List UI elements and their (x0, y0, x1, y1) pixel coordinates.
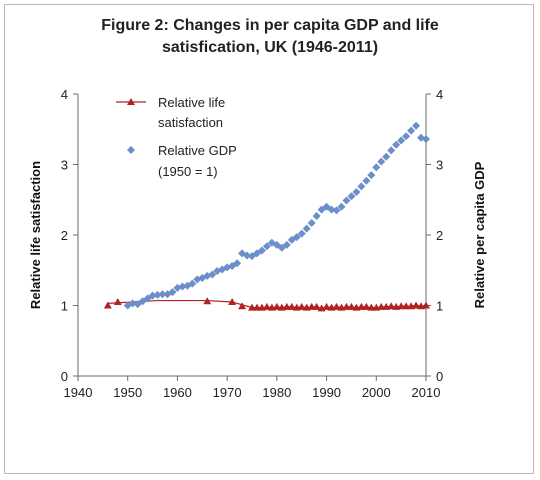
gdp-point (158, 290, 167, 299)
right-y-tick-label: 1 (436, 299, 443, 314)
right-y-tick-label: 0 (436, 369, 443, 384)
life-satisfaction-point (238, 302, 247, 310)
life-satisfaction-point (262, 302, 271, 310)
x-tick-label: 1950 (113, 385, 142, 400)
right-y-tick-label: 2 (436, 228, 443, 243)
legend-life-label-2: satisfaction (158, 115, 223, 130)
gdp-point (153, 290, 162, 299)
left-y-tick-label: 1 (61, 299, 68, 314)
gdp-point (367, 171, 376, 180)
chart-title-line-2: satisfication, UK (1946-2011) (162, 39, 378, 56)
life-satisfaction-point (312, 302, 321, 310)
gdp-point (243, 251, 252, 260)
x-tick-label: 1960 (163, 385, 192, 400)
gdp-point (362, 176, 371, 185)
legend-diamond-marker (127, 146, 135, 154)
gdp-point (342, 196, 351, 205)
gdp-point (208, 270, 217, 279)
legend-gdp-label-2: (1950 = 1) (158, 164, 218, 179)
life-satisfaction-point (228, 297, 237, 305)
gdp-point (327, 205, 336, 214)
gdp-point (382, 152, 391, 161)
right-y-tick-label: 3 (436, 158, 443, 173)
axes (77, 94, 427, 377)
gdp-point (178, 282, 187, 291)
life-satisfaction-point (362, 302, 371, 310)
gdp-point (397, 136, 406, 145)
gdp-point (372, 163, 381, 172)
gdp-point (257, 246, 266, 255)
gdp-point (402, 132, 411, 141)
life-satisfaction-point (347, 302, 356, 310)
gdp-point (332, 206, 341, 215)
gdp-point (407, 126, 416, 135)
x-tick-label: 2010 (412, 385, 441, 400)
gdp-point (387, 146, 396, 155)
x-tick-label: 1980 (262, 385, 291, 400)
series-layer (103, 121, 430, 312)
gdp-point (337, 202, 346, 211)
gdp-point (148, 291, 157, 300)
life-satisfaction-point (272, 302, 281, 310)
gdp-point (312, 211, 321, 220)
left-y-tick-label: 0 (61, 369, 68, 384)
gdp-point (282, 240, 291, 249)
chart-title-line-1: Figure 2: Changes in per capita GDP and … (101, 17, 439, 34)
life-satisfaction-point (422, 301, 430, 309)
x-tick-label: 1970 (213, 385, 242, 400)
right-y-axis-title: Relative per capita GDP (472, 161, 487, 308)
gdp-point (188, 279, 197, 288)
gdp-point (302, 224, 311, 233)
ticks: 1940 1950 1960 1970 1980 1990 2000 201001234012… (61, 87, 443, 400)
gdp-point (233, 259, 242, 268)
left-y-tick-label: 2 (61, 228, 68, 243)
left-y-tick-label: 3 (61, 158, 68, 173)
gdp-point (292, 233, 301, 242)
life-satisfaction-point (287, 302, 296, 310)
left-y-axis-title: Relative life satisfaction (28, 161, 43, 309)
gdp-point (392, 140, 401, 149)
legend-life-label-1: Relative life (158, 95, 225, 110)
gdp-point (168, 288, 177, 297)
x-tick-label: 2000 (362, 385, 391, 400)
gdp-point (412, 121, 421, 130)
gdp-point (307, 219, 316, 228)
gdp-point (347, 192, 356, 201)
life-satisfaction-point (332, 302, 341, 310)
gdp-point (422, 135, 430, 144)
gdp-point (377, 157, 386, 166)
life-satisfaction-point (387, 302, 396, 310)
gdp-point (297, 229, 306, 238)
chart-frame (4, 4, 534, 474)
gdp-point (128, 299, 137, 308)
gdp-point (357, 182, 366, 191)
legend-gdp-label-1: Relative GDP (158, 143, 237, 158)
x-tick-label: 1940 (64, 385, 93, 400)
life-satisfaction-point (322, 302, 331, 310)
life-satisfaction-point (203, 297, 212, 305)
legend-triangle-marker (127, 98, 135, 105)
life-satisfaction-point (412, 301, 421, 309)
x-tick-label: 1990 (312, 385, 341, 400)
left-y-tick-label: 4 (61, 87, 68, 102)
gdp-point (262, 242, 271, 251)
life-satisfaction-point (113, 297, 122, 305)
life-satisfaction-point (297, 302, 306, 310)
life-satisfaction-point (103, 301, 112, 309)
gdp-point (352, 187, 361, 196)
legend: Relative life satisfaction Relative GDP … (116, 95, 237, 179)
right-y-tick-label: 4 (436, 87, 443, 102)
